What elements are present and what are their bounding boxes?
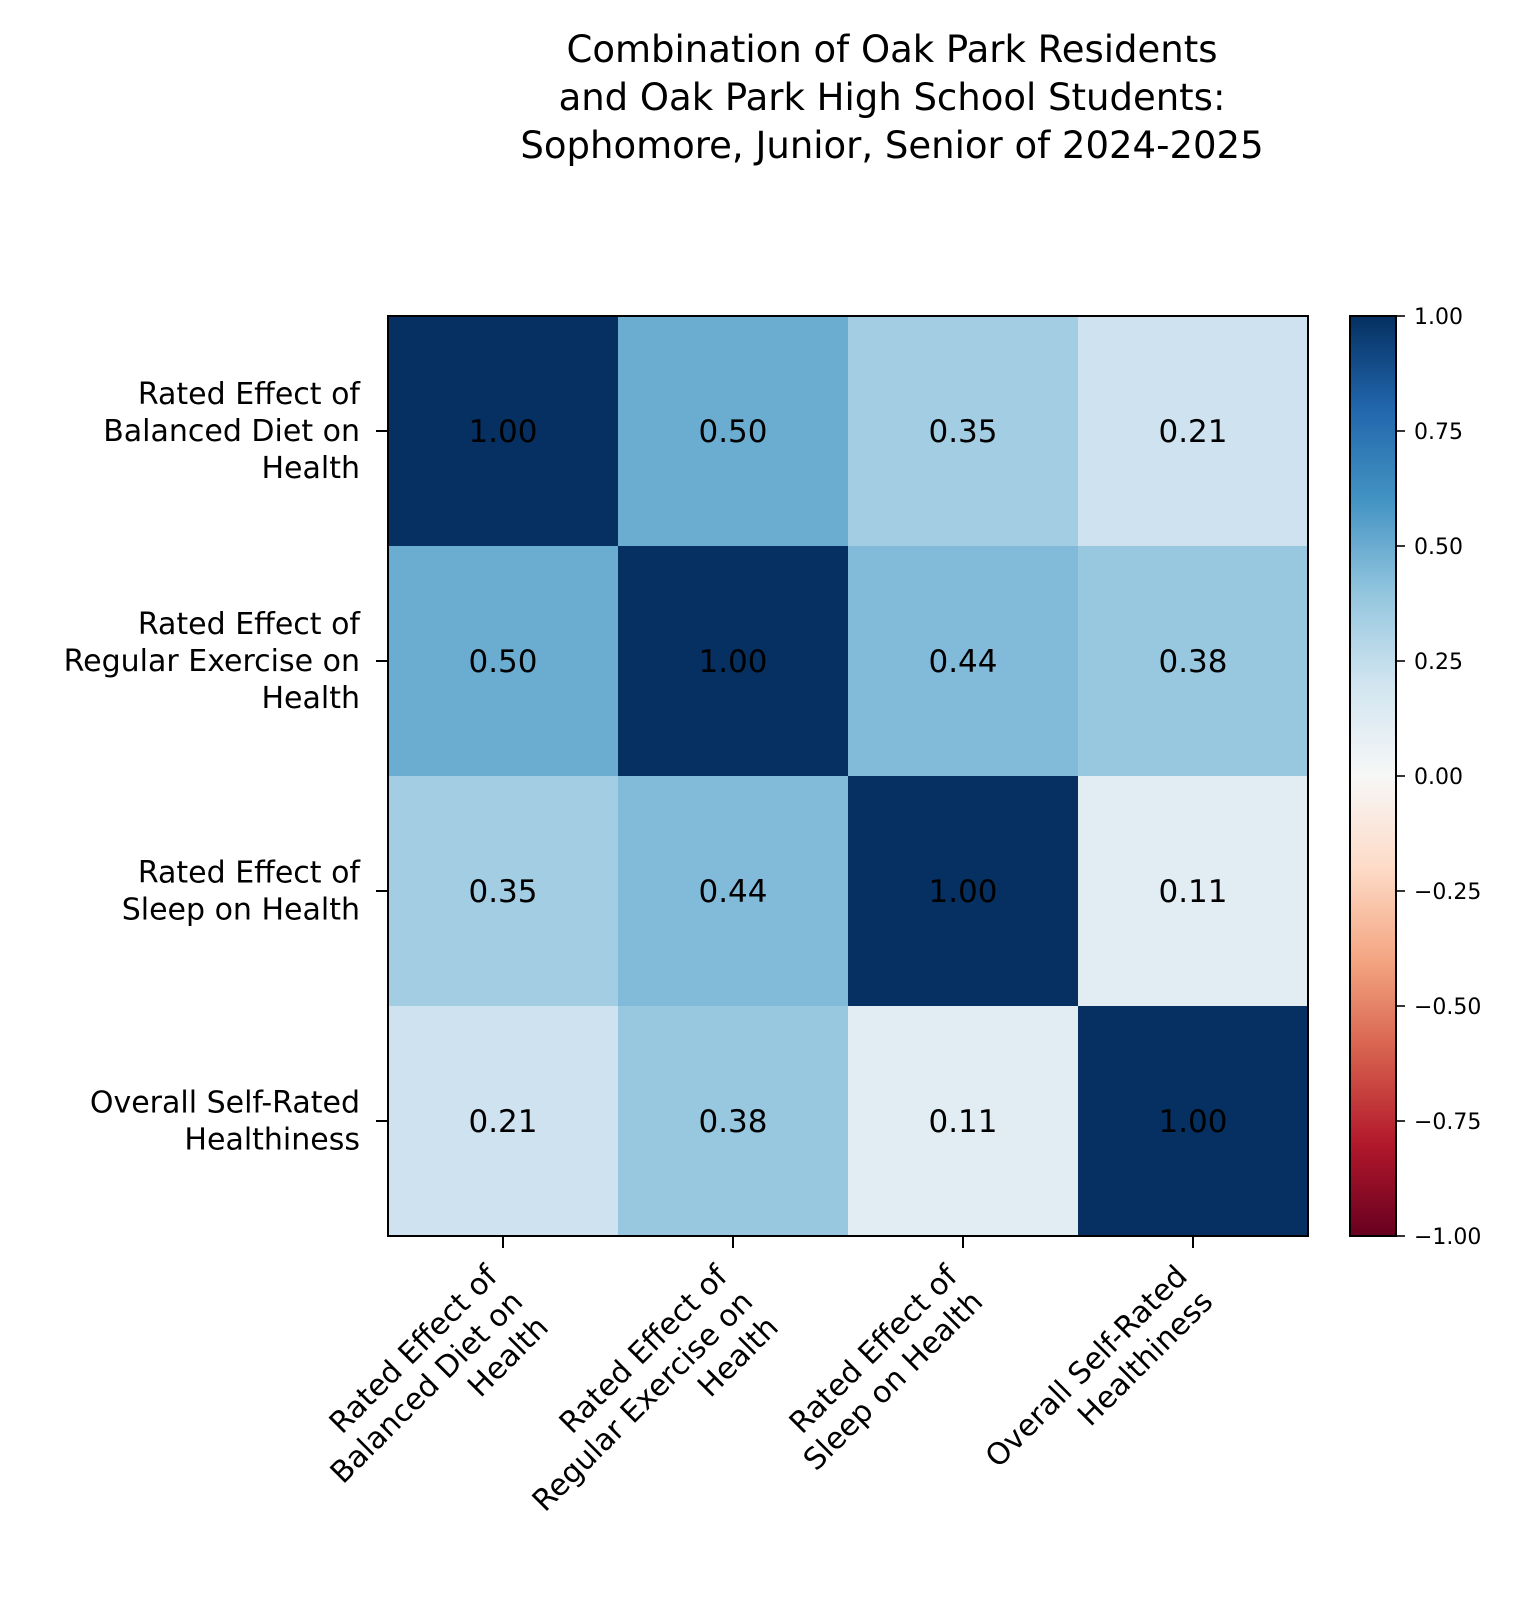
axes-frame (387, 315, 1309, 1237)
cell-value-label: 0.11 (928, 1104, 997, 1140)
cell-value-label: 0.21 (1158, 414, 1227, 450)
svg-text:Rated Effect ofBalanced Diet o: Rated Effect ofBalanced Diet onHealth (298, 1258, 556, 1516)
cell-value-label: 0.21 (468, 1104, 537, 1140)
x-tick-label: Rated Effect ofRegular Exercise onHealth (500, 1258, 786, 1544)
cell-value-label: 0.35 (468, 874, 537, 910)
chart-title-line: Sophomore, Junior, Senior of 2024-2025 (520, 124, 1263, 167)
heatmap-cell (1078, 316, 1309, 547)
cell-value-label: 1.00 (928, 874, 997, 910)
svg-text:Overall Self-RatedHealthiness: Overall Self-RatedHealthiness (979, 1259, 1220, 1500)
heatmap-cell (388, 316, 619, 547)
x-tick-label: Rated Effect ofSleep on Health (771, 1258, 991, 1478)
colorbar-tick-label: 1.00 (1414, 305, 1463, 330)
chart-title: Combination of Oak Park Residents and Oak… (520, 28, 1263, 167)
heatmap-cell (1078, 1006, 1309, 1237)
heatmap-cell (618, 1006, 849, 1237)
colorbar-tick-label: 0.75 (1414, 420, 1463, 445)
cell-value-label: 0.38 (1158, 644, 1227, 680)
heatmap-cell (1078, 546, 1309, 777)
cell-value-label: 0.44 (698, 874, 767, 910)
y-tick-label: Rated Effect of Balanced Diet on Health (103, 377, 361, 486)
colorbar-tick-label: −1.00 (1414, 1225, 1481, 1250)
x-tick-label: Overall Self-RatedHealthiness (979, 1259, 1220, 1500)
heatmap-cell (1078, 776, 1309, 1007)
cell-value-label: 0.44 (928, 644, 997, 680)
cell-value-label: 0.11 (1158, 874, 1227, 910)
x-tick-label: Rated Effect ofBalanced Diet onHealth (298, 1258, 556, 1516)
heatmap-cell (848, 1006, 1079, 1237)
colorbar-tick-label: 0.25 (1414, 650, 1463, 675)
heatmap-cell (618, 776, 849, 1007)
cell-value-label: 0.38 (698, 1104, 767, 1140)
heatmap-cell (388, 1006, 619, 1237)
y-axis: Rated Effect of Balanced Diet on Health Rat… (64, 377, 388, 1158)
colorbar-tick-label: 0.00 (1414, 765, 1463, 790)
chart-title-line: Combination of Oak Park Residents (566, 28, 1217, 71)
heatmap-cell (848, 316, 1079, 547)
y-tick-label: Overall Self-Rated Healthiness (90, 1086, 360, 1158)
heatmap-cell (848, 776, 1079, 1007)
cell-value-label: 1.00 (1158, 1104, 1227, 1140)
colorbar-tick-label: −0.50 (1414, 995, 1481, 1020)
y-tick-label: Rated Effect of Sleep on Health (122, 856, 362, 928)
colorbar-gradient (1349, 315, 1397, 1237)
cell-value-label: 1.00 (468, 414, 537, 450)
cell-value-label: 0.50 (698, 414, 767, 450)
chart-title-line: and Oak Park High School Students: (559, 76, 1226, 119)
cell-value-label: 0.50 (468, 644, 537, 680)
colorbar-tick-label: −0.25 (1414, 880, 1481, 905)
heatmap-cells: 1.00 0.50 0.35 0.21 0.50 1.00 0.44 0.38 0.35 0.44… (388, 316, 1309, 1237)
heatmap-cell (618, 546, 849, 777)
colorbar: 1.00 0.75 0.50 0.25 0.00 −0.25 −0.50 −0.75 −1.00 (1349, 305, 1481, 1250)
colorbar-tick-label: 0.50 (1414, 535, 1463, 560)
y-tick-label: Rated Effect of Regular Exercise on Health (64, 607, 362, 716)
cell-value-label: 0.35 (928, 414, 997, 450)
heatmap-cell (618, 316, 849, 547)
cell-value-label: 1.00 (698, 644, 767, 680)
heatmap-cell (388, 776, 619, 1007)
heatmap-cell (388, 546, 619, 777)
svg-text:Rated Effect ofRegular Exercis: Rated Effect ofRegular Exercise onHealth (500, 1258, 786, 1544)
heatmap-cell (848, 546, 1079, 777)
x-axis: Rated Effect ofBalanced Diet onHealthRat… (298, 1236, 1220, 1544)
svg-text:Rated Effect ofSleep on Health: Rated Effect ofSleep on Health (771, 1258, 991, 1478)
colorbar-tick-label: −0.75 (1414, 1110, 1481, 1135)
